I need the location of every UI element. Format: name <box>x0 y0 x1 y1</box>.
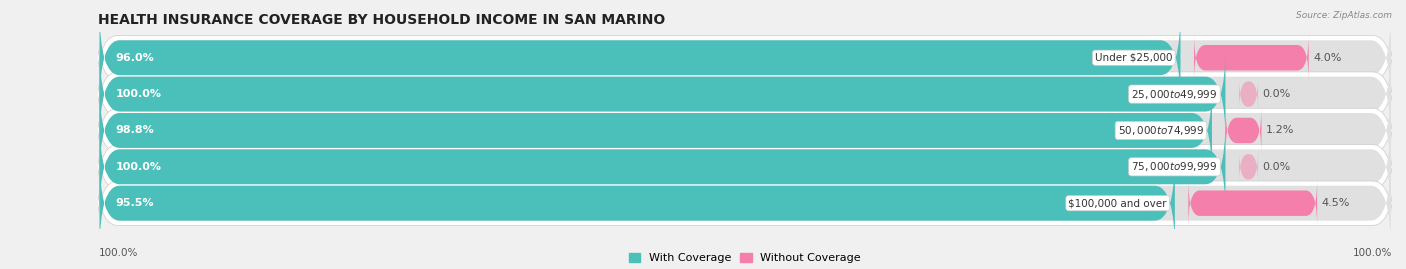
Text: 96.0%: 96.0% <box>115 53 155 63</box>
FancyBboxPatch shape <box>96 80 1395 181</box>
Text: 100.0%: 100.0% <box>98 248 138 258</box>
FancyBboxPatch shape <box>96 116 1395 217</box>
FancyBboxPatch shape <box>96 44 1395 145</box>
FancyBboxPatch shape <box>100 83 1212 178</box>
Legend: With Coverage, Without Coverage: With Coverage, Without Coverage <box>626 249 865 266</box>
FancyBboxPatch shape <box>1239 78 1258 111</box>
FancyBboxPatch shape <box>1188 180 1317 227</box>
Text: 0.0%: 0.0% <box>1263 162 1291 172</box>
FancyBboxPatch shape <box>100 10 1391 106</box>
Text: $50,000 to $74,999: $50,000 to $74,999 <box>1118 124 1204 137</box>
Text: Under $25,000: Under $25,000 <box>1095 53 1173 63</box>
FancyBboxPatch shape <box>96 7 1395 108</box>
FancyBboxPatch shape <box>100 46 1391 142</box>
Text: 98.8%: 98.8% <box>115 125 155 136</box>
FancyBboxPatch shape <box>100 155 1175 251</box>
FancyBboxPatch shape <box>100 155 1391 251</box>
Text: 100.0%: 100.0% <box>1353 248 1392 258</box>
Text: 4.0%: 4.0% <box>1313 53 1341 63</box>
FancyBboxPatch shape <box>100 10 1181 106</box>
Text: $75,000 to $99,999: $75,000 to $99,999 <box>1132 160 1218 173</box>
FancyBboxPatch shape <box>1239 150 1258 183</box>
Text: Source: ZipAtlas.com: Source: ZipAtlas.com <box>1296 11 1392 20</box>
FancyBboxPatch shape <box>100 46 1226 142</box>
FancyBboxPatch shape <box>96 153 1395 254</box>
Text: 95.5%: 95.5% <box>115 198 153 208</box>
Text: 100.0%: 100.0% <box>115 162 162 172</box>
Text: $25,000 to $49,999: $25,000 to $49,999 <box>1132 88 1218 101</box>
Text: HEALTH INSURANCE COVERAGE BY HOUSEHOLD INCOME IN SAN MARINO: HEALTH INSURANCE COVERAGE BY HOUSEHOLD I… <box>98 13 665 27</box>
Text: 1.2%: 1.2% <box>1265 125 1295 136</box>
FancyBboxPatch shape <box>1226 107 1261 154</box>
FancyBboxPatch shape <box>100 83 1391 178</box>
Text: 4.5%: 4.5% <box>1322 198 1350 208</box>
FancyBboxPatch shape <box>1194 34 1309 81</box>
Text: 100.0%: 100.0% <box>115 89 162 99</box>
Text: $100,000 and over: $100,000 and over <box>1069 198 1167 208</box>
FancyBboxPatch shape <box>100 119 1226 215</box>
FancyBboxPatch shape <box>100 119 1391 215</box>
Text: 0.0%: 0.0% <box>1263 89 1291 99</box>
